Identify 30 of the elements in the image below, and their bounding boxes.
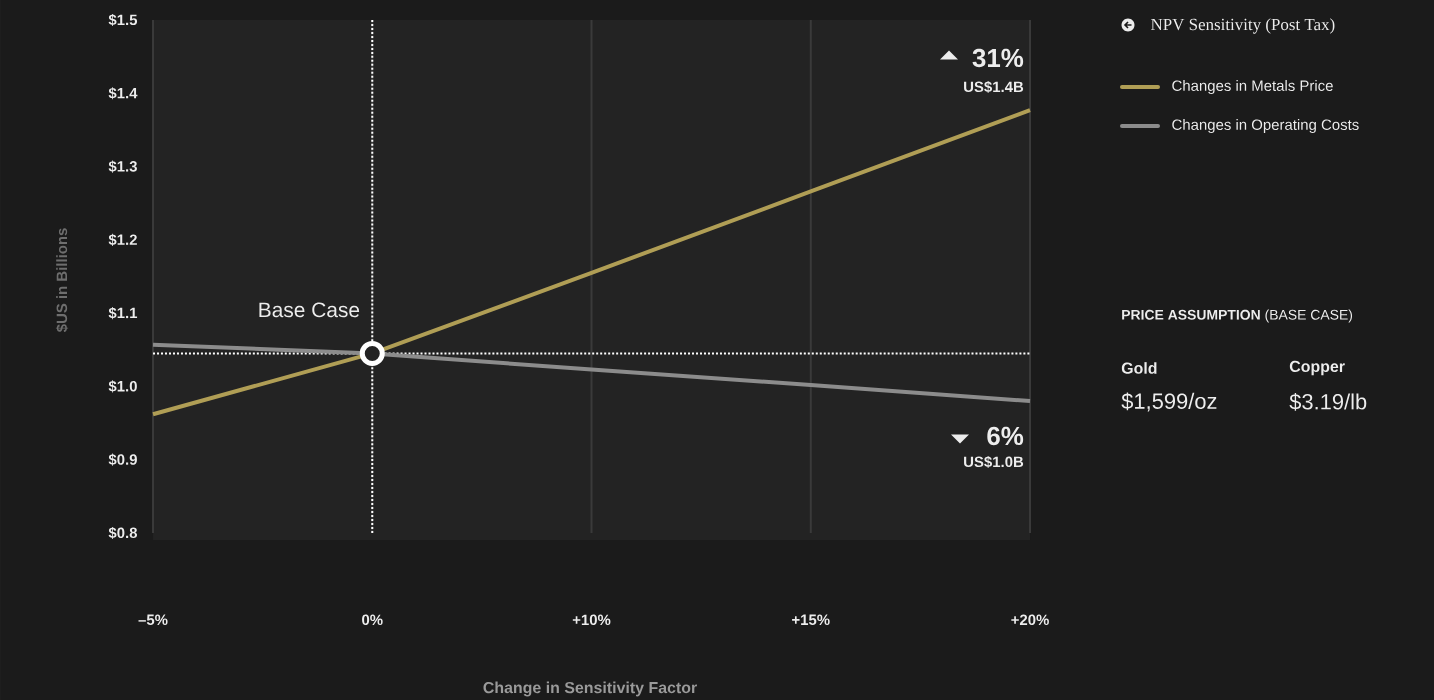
text: Gold xyxy=(1121,362,1157,374)
x-tick-label: +10% xyxy=(572,614,611,626)
y-tick-label: $1.3 xyxy=(108,160,137,173)
y-tick-label: $1.2 xyxy=(108,233,137,246)
y-tick-label: $1.5 xyxy=(108,13,138,27)
x-tick-label: –5% xyxy=(138,614,168,626)
annotation: US$1.0B xyxy=(964,455,1024,469)
line-series xyxy=(151,108,1033,417)
legend-title: NPV Sensitivity (Post Tax) xyxy=(1151,18,1335,34)
legend-label: Changes in Operating Costs xyxy=(1172,119,1359,133)
annotation: US$1.4B xyxy=(964,80,1024,94)
legend-label: Changes in Metals Price xyxy=(1172,80,1333,94)
y-tick-label: $1.0 xyxy=(108,380,137,393)
annotation: 6% xyxy=(987,426,1024,446)
annotation: 31% xyxy=(972,48,1024,68)
x-tick-label: +15% xyxy=(792,614,830,626)
line-series xyxy=(151,342,1033,404)
y-tick-label: $1.4 xyxy=(108,87,138,100)
y-axis-title: $US in Billions xyxy=(55,228,69,333)
x-axis-title: Change in Sensitivity Factor xyxy=(483,681,697,697)
text: $1,599/oz xyxy=(1121,392,1217,412)
x-tick-label: +20% xyxy=(1011,614,1049,626)
text: $3.19/lb xyxy=(1289,393,1367,411)
y-tick-label: $1.1 xyxy=(108,307,138,320)
text: PRICE ASSUMPTION (BASE CASE) xyxy=(1122,309,1353,323)
annotation: Base Case xyxy=(259,302,360,318)
text: Copper xyxy=(1289,360,1345,376)
x-tick-label: 0% xyxy=(362,614,383,626)
y-tick-label: $0.9 xyxy=(108,453,137,466)
y-tick-label: $0.8 xyxy=(108,526,138,540)
